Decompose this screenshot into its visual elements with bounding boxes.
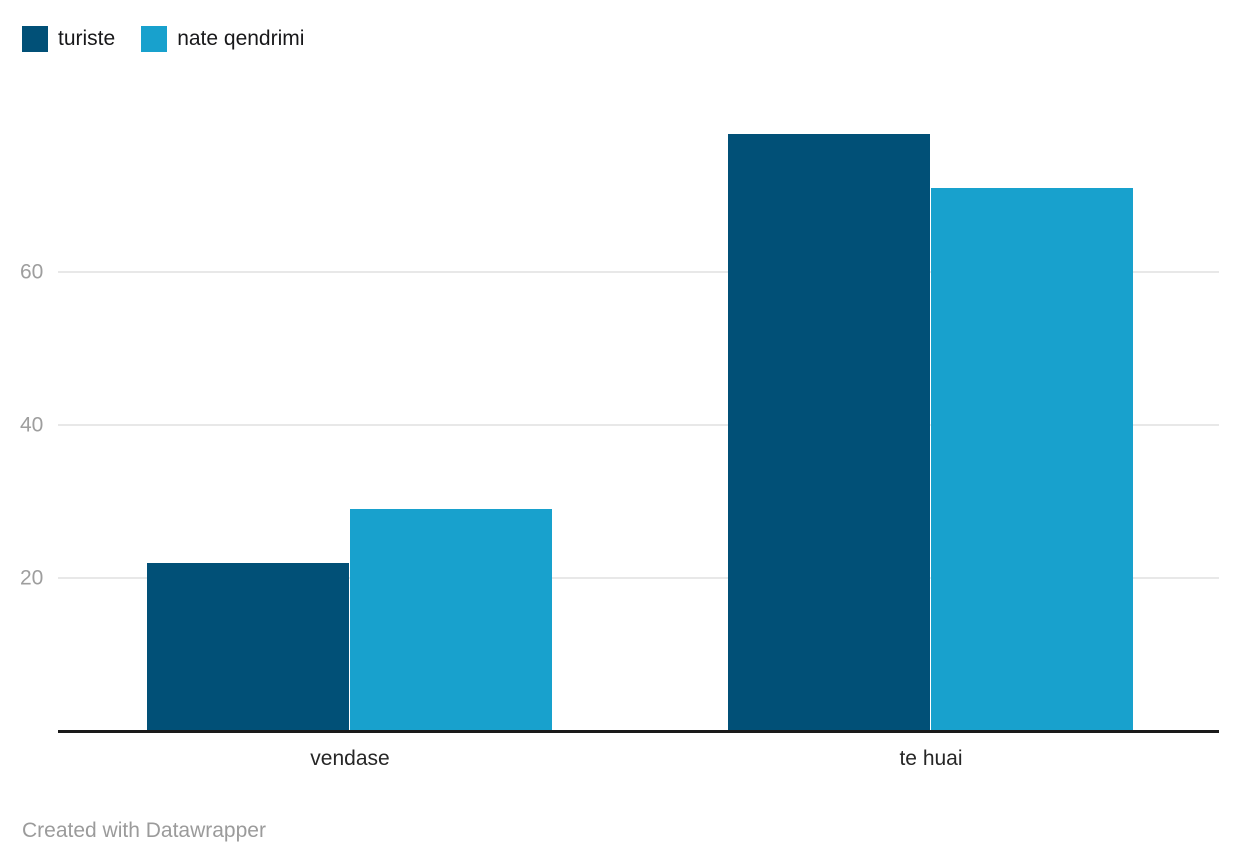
- legend-label: nate qendrimi: [177, 27, 305, 50]
- legend-item-nate-qendrimi: nate qendrimi: [141, 26, 304, 52]
- bar-nate-qendrimi-vendase: [350, 509, 552, 731]
- chart-legend: turiste nate qendrimi: [22, 26, 330, 52]
- x-axis-baseline: [58, 730, 1219, 733]
- y-tick-label-40: 40: [20, 413, 44, 437]
- gridline-20: [58, 577, 1219, 579]
- bar-turiste-te-huai: [728, 134, 930, 731]
- y-tick-label-60: 60: [20, 260, 44, 284]
- legend-item-turiste: turiste: [22, 26, 115, 52]
- category-label-te-huai: te huai: [899, 747, 963, 770]
- legend-swatch-turiste: [22, 26, 48, 52]
- y-tick-label-20: 20: [20, 566, 44, 590]
- legend-swatch-nate-qendrimi: [141, 26, 168, 52]
- datawrapper-credit-link[interactable]: Created with Datawrapper: [22, 819, 266, 842]
- bar-nate-qendrimi-te-huai: [931, 187, 1133, 731]
- gridline-60: [58, 271, 1219, 273]
- category-label-vendase: vendase: [310, 747, 390, 770]
- legend-label: turiste: [58, 27, 116, 50]
- gridline-40: [58, 424, 1219, 426]
- bar-turiste-vendase: [147, 562, 349, 731]
